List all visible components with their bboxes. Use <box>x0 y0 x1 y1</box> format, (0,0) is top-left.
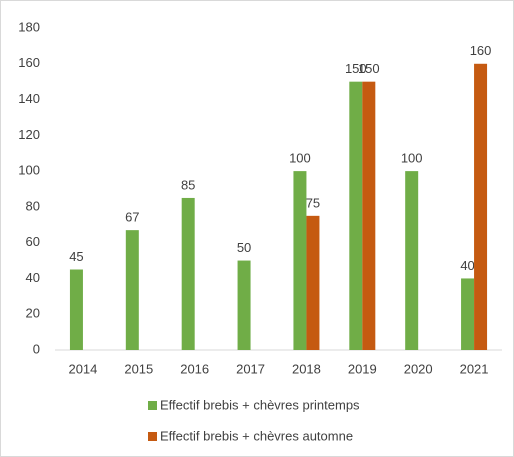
data-label: 150 <box>358 61 380 76</box>
data-label: 160 <box>470 43 492 58</box>
data-label: 45 <box>69 249 83 264</box>
bar <box>293 171 307 350</box>
x-tick-label: 2015 <box>124 361 153 376</box>
x-tick-label: 2016 <box>180 361 209 376</box>
x-tick-label: 2020 <box>404 361 433 376</box>
x-tick-label: 2021 <box>460 361 489 376</box>
x-tick-label: 2018 <box>292 361 321 376</box>
y-tick-label: 160 <box>18 55 40 70</box>
y-tick-label: 60 <box>26 234 40 249</box>
y-tick-label: 80 <box>26 198 40 213</box>
data-label: 150 <box>345 61 367 76</box>
bar <box>237 260 251 350</box>
x-tick-label: 2017 <box>236 361 265 376</box>
bar <box>461 278 475 350</box>
data-label: 85 <box>181 177 195 192</box>
data-label: 40 <box>460 258 474 273</box>
data-label: 100 <box>401 151 423 166</box>
bar <box>125 230 139 350</box>
bar <box>362 81 376 351</box>
bar <box>69 269 83 350</box>
bar <box>181 197 195 350</box>
data-label: 67 <box>125 210 139 225</box>
y-tick-label: 0 <box>33 341 40 356</box>
x-tick-label: 2014 <box>68 361 97 376</box>
data-label: 75 <box>306 195 320 210</box>
data-label: 50 <box>237 240 251 255</box>
y-tick-label: 180 <box>18 19 40 34</box>
y-tick-label: 140 <box>18 91 40 106</box>
legend-swatch <box>148 432 157 441</box>
bar <box>474 63 488 351</box>
legend-label: Effectif brebis + chèvres printemps <box>160 397 360 412</box>
legend-label: Effectif brebis + chèvres automne <box>160 428 353 443</box>
x-tick-label: 2019 <box>348 361 377 376</box>
bar <box>306 215 320 350</box>
y-tick-label: 100 <box>18 163 40 178</box>
y-tick-label: 40 <box>26 270 40 285</box>
data-label: 100 <box>289 151 311 166</box>
bar <box>349 81 363 351</box>
legend-swatch <box>148 401 157 410</box>
y-tick-label: 20 <box>26 306 40 321</box>
bar <box>405 171 419 350</box>
y-tick-label: 120 <box>18 127 40 142</box>
